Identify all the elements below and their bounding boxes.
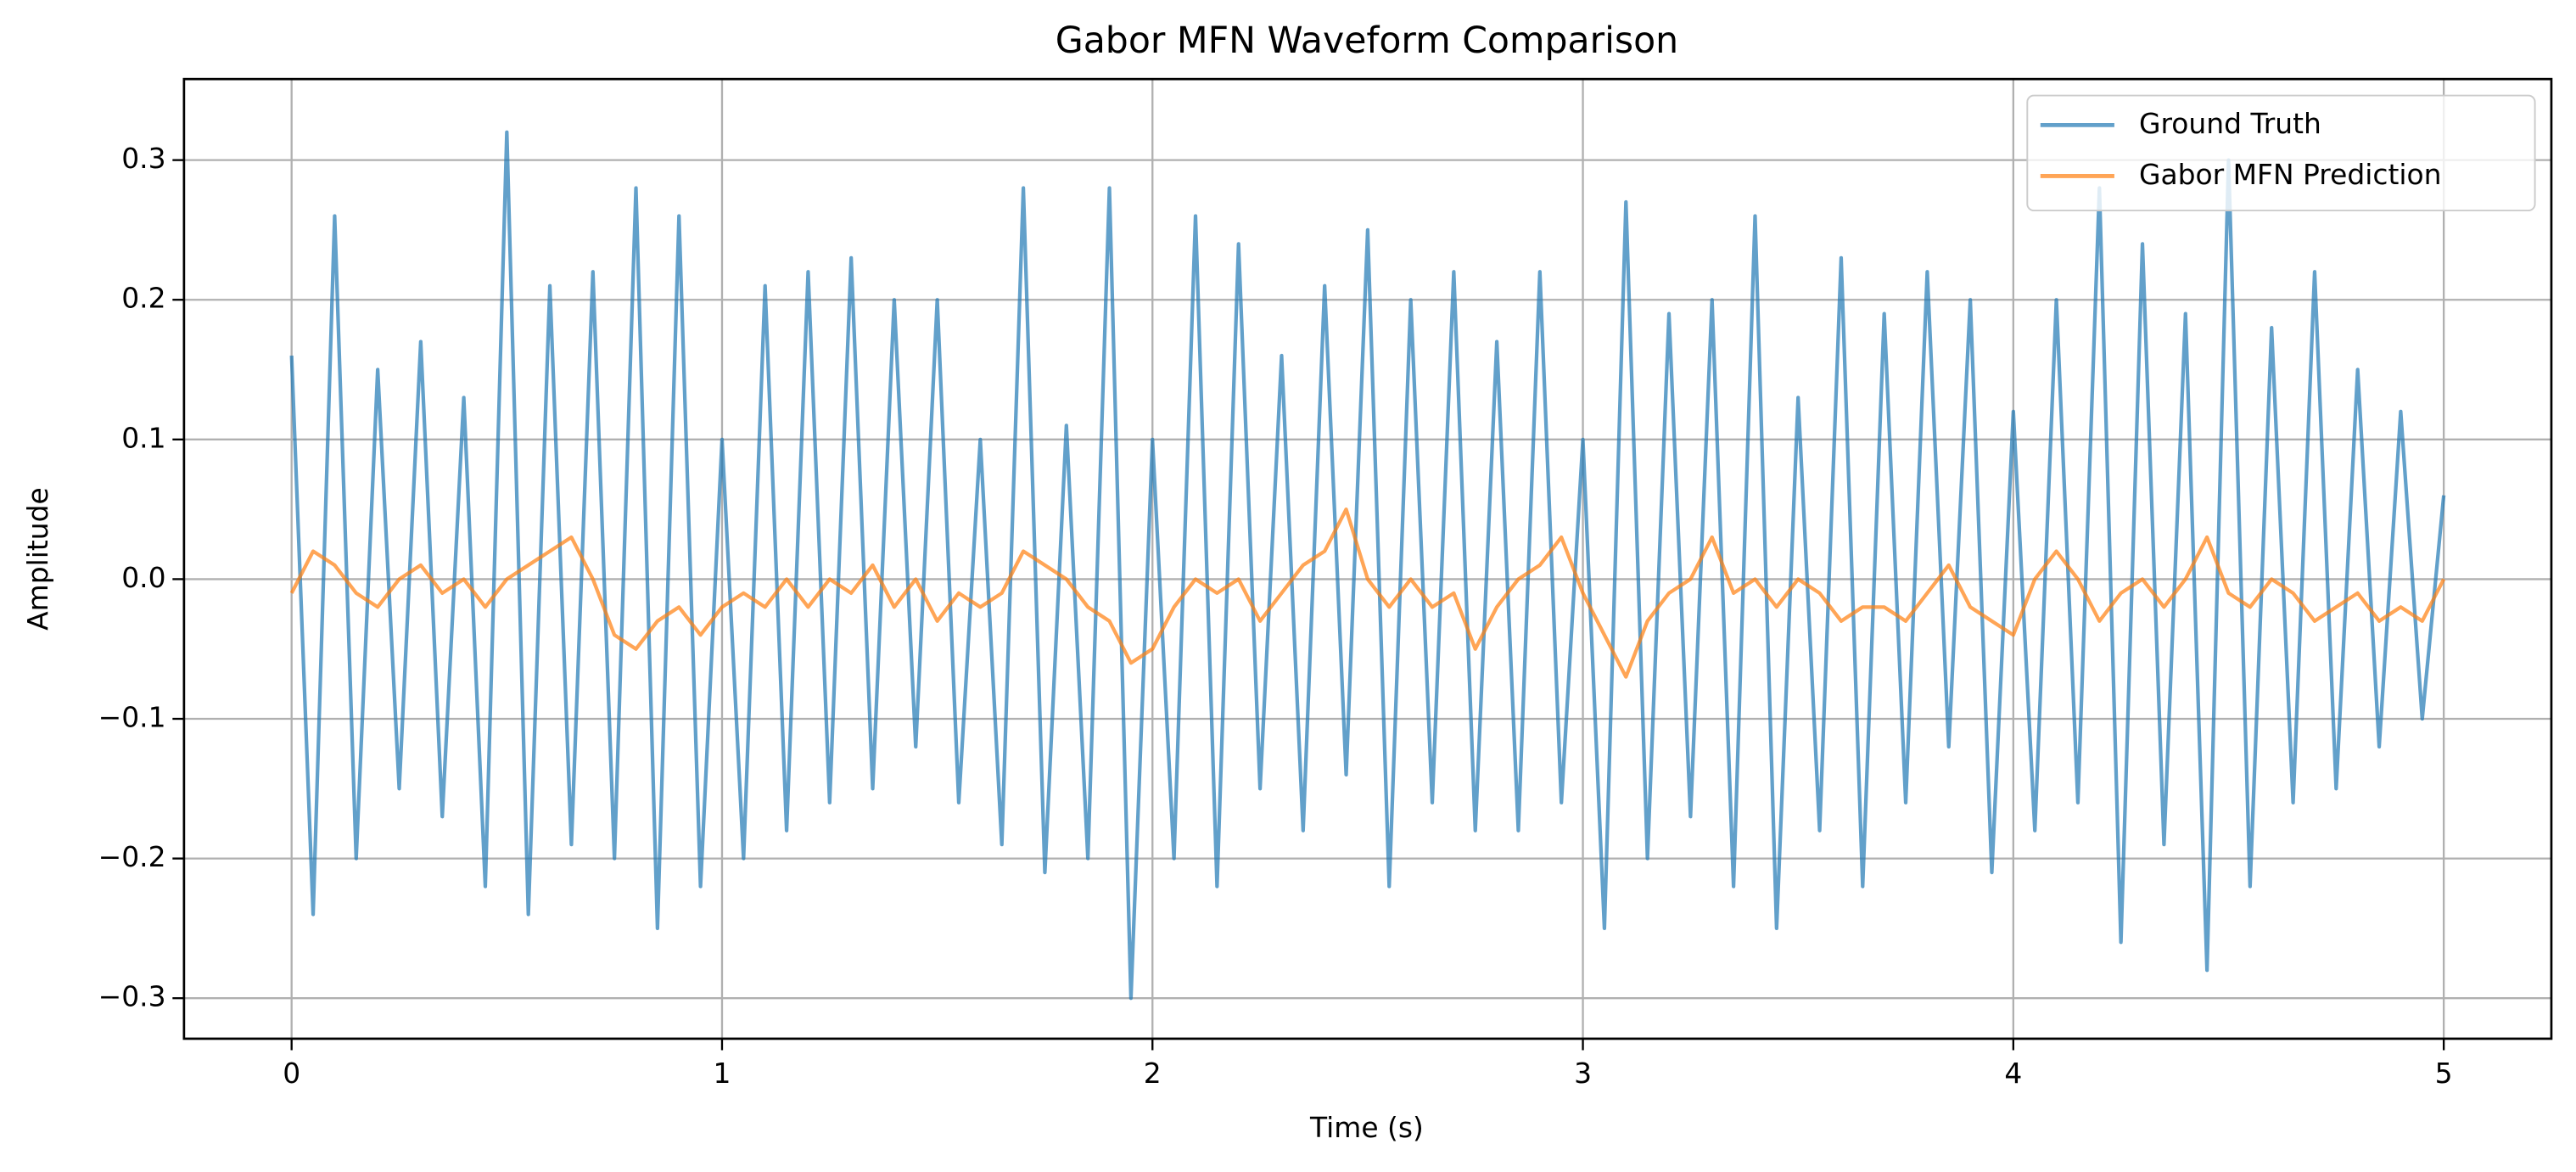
x-tick-label: 3 — [1574, 1057, 1592, 1090]
x-tick-label: 5 — [2435, 1057, 2453, 1090]
legend-label: Gabor MFN Prediction — [2139, 158, 2442, 191]
y-tick-label: −0.2 — [98, 840, 166, 873]
axes-frame — [182, 77, 2553, 1040]
legend-label: Ground Truth — [2139, 107, 2321, 140]
x-tick-label: 1 — [714, 1057, 731, 1090]
legend-box — [2026, 94, 2536, 212]
x-tick-label: 4 — [2004, 1057, 2022, 1090]
plot-area — [289, 130, 2446, 1001]
y-tick-label: 0.2 — [121, 282, 165, 315]
series-line — [289, 130, 2446, 1001]
y-tick-label: 0.1 — [121, 421, 165, 454]
x-axis-label: Time (s) — [1309, 1111, 1424, 1144]
y-tick-label: 0.0 — [121, 561, 165, 594]
y-tick-label: 0.3 — [121, 142, 165, 175]
axes: 0 1 2 3 4 5 −0.3 −0.2 −0.1 0.0 0.1 0.2 0.3 — [98, 77, 2553, 1090]
chart-title: Gabor MFN Waveform Comparison — [1056, 20, 1678, 62]
legend: Ground Truth Gabor MFN Prediction — [2026, 94, 2536, 212]
y-axis-label: Amplitude — [21, 487, 54, 631]
series-line — [289, 507, 2446, 679]
x-tick-label: 2 — [1144, 1057, 1162, 1090]
y-tick-label: −0.1 — [98, 701, 166, 734]
x-tick-label: 0 — [283, 1057, 300, 1090]
y-tick-label: −0.3 — [98, 980, 166, 1013]
